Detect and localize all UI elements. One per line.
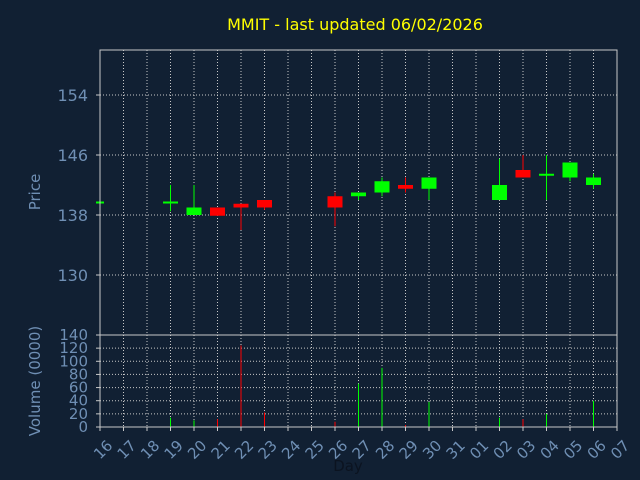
candle xyxy=(163,185,178,212)
candle-body xyxy=(163,201,178,204)
candle xyxy=(586,173,601,189)
x-tick-label: 02 xyxy=(490,437,516,463)
price-tick-label: 154 xyxy=(57,86,88,105)
candle xyxy=(257,200,272,210)
x-tick-label: 05 xyxy=(560,437,586,463)
x-tick-label: 16 xyxy=(90,437,116,463)
candle xyxy=(515,155,531,178)
price-y-ticks: 154 146 138 130 xyxy=(57,86,100,285)
x-tick-label: 22 xyxy=(231,437,257,463)
price-axis-label: Price xyxy=(26,174,44,211)
candle-body xyxy=(421,177,437,189)
chart-title: MMIT - last updated 06/02/2026 xyxy=(227,15,483,34)
candle-body xyxy=(210,207,225,216)
price-tick-label: 130 xyxy=(57,266,88,285)
x-tick-label: 07 xyxy=(607,437,633,463)
volume-tick-label: 20 xyxy=(69,405,88,423)
volume-axis-label: Volume (0000) xyxy=(26,326,44,436)
candle xyxy=(210,207,225,216)
price-panel: 154 146 138 130 Price xyxy=(26,49,618,336)
candle-body xyxy=(539,173,554,176)
x-tick-label: 31 xyxy=(443,437,469,463)
candle xyxy=(374,177,390,197)
price-tick-label: 138 xyxy=(57,206,88,225)
candle-body xyxy=(515,170,531,178)
candle xyxy=(327,192,343,227)
x-tick-label: 23 xyxy=(255,437,281,463)
candle xyxy=(186,185,202,215)
candle-body xyxy=(398,185,413,189)
volume-tick-label: 100 xyxy=(59,352,88,370)
candle xyxy=(351,192,366,200)
volume-tick-label: 0 xyxy=(78,418,88,436)
x-tick-label: 06 xyxy=(584,437,610,463)
candle xyxy=(562,162,578,182)
candle-body xyxy=(186,207,202,215)
candle-body xyxy=(233,203,249,208)
x-tick-label: 01 xyxy=(466,437,492,463)
x-tick-label: 24 xyxy=(278,437,304,463)
candle-body xyxy=(327,196,343,208)
x-tick-label: 03 xyxy=(513,437,539,463)
candle xyxy=(233,203,249,230)
candle-body xyxy=(257,200,272,208)
candle-body xyxy=(374,181,390,193)
x-tick-label: 29 xyxy=(396,437,422,463)
candle-body xyxy=(562,162,578,178)
x-axis-label: Day xyxy=(333,457,363,475)
candle xyxy=(398,177,413,193)
volume-tick-label: 140 xyxy=(59,326,88,344)
x-tick-label: 20 xyxy=(184,437,210,463)
price-candles xyxy=(96,155,601,230)
volume-tick-label: 80 xyxy=(69,365,88,383)
x-tick-label: 28 xyxy=(372,437,398,463)
candle-body xyxy=(586,177,601,185)
x-tick-label: 21 xyxy=(208,437,234,463)
volume-tick-label: 40 xyxy=(69,392,88,410)
x-tick-label: 19 xyxy=(161,437,187,463)
candle xyxy=(492,158,507,200)
volume-bars xyxy=(170,345,594,427)
volume-tick-label: 120 xyxy=(59,339,88,357)
x-tick-label: 17 xyxy=(114,437,140,463)
candle-body xyxy=(492,185,507,200)
price-tick-label: 146 xyxy=(57,146,88,165)
x-tick-label: 30 xyxy=(419,437,445,463)
x-tick-label: 04 xyxy=(537,437,563,463)
candle xyxy=(539,155,554,200)
candle xyxy=(421,177,437,200)
candle-body xyxy=(351,192,366,197)
x-tick-label: 18 xyxy=(137,437,163,463)
volume-tick-label: 60 xyxy=(69,379,88,397)
price-grid xyxy=(99,50,618,335)
x-tick-label: 25 xyxy=(302,437,328,463)
